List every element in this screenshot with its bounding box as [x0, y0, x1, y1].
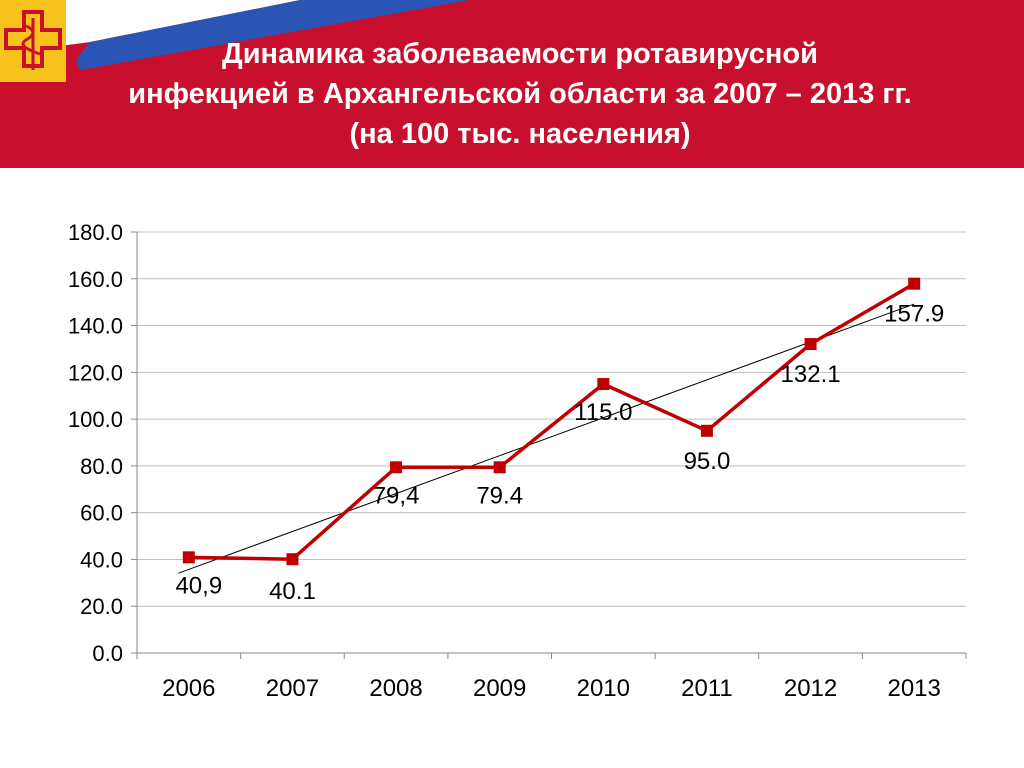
y-tick-label: 180.0 — [68, 220, 123, 245]
data-point-marker — [493, 461, 506, 474]
title-line-3: (на 100 тыс. населения) — [349, 118, 691, 150]
medical-cross-emblem-icon — [0, 0, 66, 82]
data-label: 79,4 — [373, 482, 420, 509]
x-tick-label: 2008 — [369, 675, 422, 702]
data-point-marker — [804, 338, 817, 351]
title-line-2: инфекцией в Архангельской области за 200… — [128, 78, 912, 110]
y-tick-label: 40.0 — [80, 547, 123, 572]
data-label: 79.4 — [476, 482, 523, 509]
data-point-marker — [286, 553, 299, 566]
x-tick-label: 2006 — [162, 675, 215, 702]
y-tick-label: 160.0 — [68, 267, 123, 292]
y-tick-label: 120.0 — [68, 360, 123, 385]
x-tick-label: 2010 — [577, 675, 630, 702]
x-tick-label: 2007 — [266, 675, 319, 702]
data-label: 40.1 — [269, 578, 316, 605]
x-tick-label: 2012 — [784, 675, 837, 702]
y-tick-label: 80.0 — [80, 454, 123, 479]
data-label: 157.9 — [884, 301, 944, 328]
y-tick-label: 60.0 — [80, 501, 123, 526]
data-point-marker — [390, 461, 403, 474]
tricolor-flag-decoration — [60, 0, 470, 70]
data-point-marker — [597, 378, 610, 391]
line-chart: 0.0 20.0 40.0 60.0 80.0 100.0 120.0 140.0 160.0 1… — [68, 220, 967, 702]
data-label: 115.0 — [574, 399, 632, 426]
y-tick-label: 100.0 — [68, 407, 123, 432]
data-label: 132.1 — [781, 361, 841, 388]
y-tick-label: 20.0 — [80, 594, 123, 619]
series-line — [188, 282, 916, 561]
slide-header: Динамика заболеваемости ротавирусной инф… — [0, 0, 1024, 168]
y-tick-label: 0.0 — [92, 641, 123, 666]
page-title: Динамика заболеваемости ротавирусной инф… — [40, 34, 1000, 154]
flag-stripe-white — [60, 0, 300, 46]
data-point-marker — [908, 277, 921, 290]
x-tick-label: 2013 — [887, 675, 940, 702]
title-line-1: Динамика заболеваемости ротавирусной — [222, 38, 818, 70]
data-point-marker — [182, 551, 195, 564]
data-label: 40,9 — [175, 572, 222, 599]
y-tick-label: 140.0 — [68, 314, 123, 339]
x-tick-label: 2009 — [473, 675, 526, 702]
data-label: 95.0 — [684, 448, 731, 475]
data-point-marker — [700, 424, 713, 437]
trendline — [178, 303, 915, 574]
x-tick-label: 2011 — [681, 675, 733, 702]
flag-stripe-blue — [76, 0, 470, 70]
